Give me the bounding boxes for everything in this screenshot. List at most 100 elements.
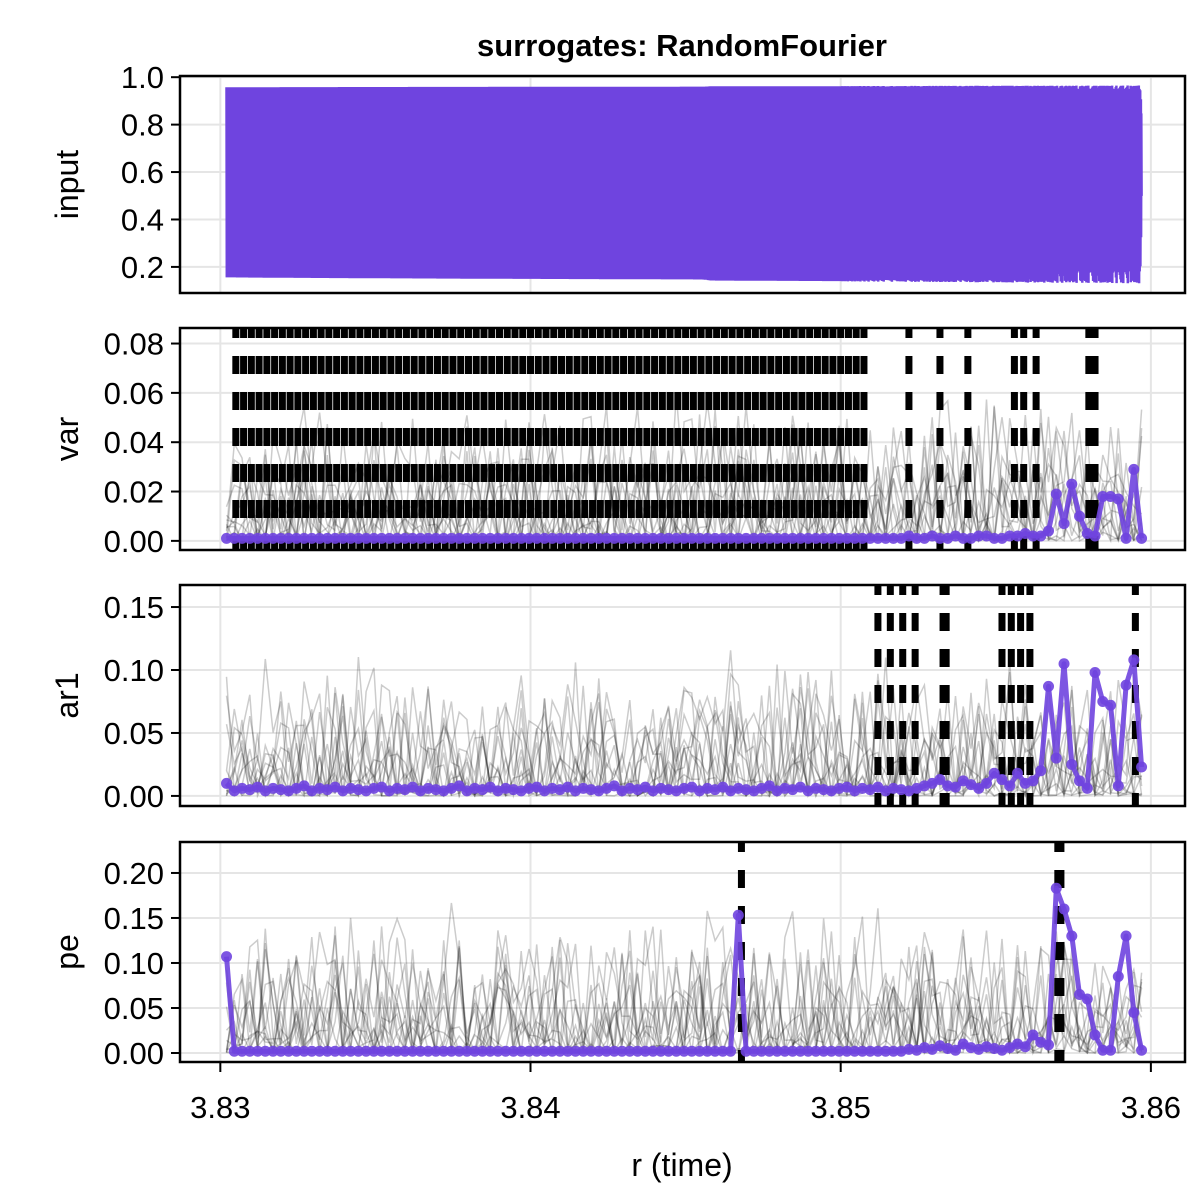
pe-data-point (337, 1045, 349, 1057)
ar1-data-point (973, 782, 985, 794)
pe-data-point (678, 1045, 690, 1057)
pe-data-point (267, 1045, 279, 1057)
pe-data-point (244, 1045, 256, 1057)
pe-data-point (368, 1045, 380, 1057)
var-data-point (794, 532, 806, 544)
pe-data-point (872, 1045, 884, 1057)
var-data-point (1128, 463, 1140, 475)
plot-frame (178, 74, 1187, 295)
pe-data-point (585, 1045, 597, 1057)
var-data-point (779, 532, 791, 544)
var-data-point (221, 532, 233, 544)
ar1-data-point (1136, 761, 1148, 773)
var-data-point (515, 532, 527, 544)
pe-data-point (1120, 930, 1132, 942)
pe-data-point (1019, 1041, 1031, 1053)
var-data-point (756, 532, 768, 544)
var-data-point (500, 532, 512, 544)
var-data-point (228, 532, 240, 544)
chart-title: surrogates: RandomFourier (477, 28, 887, 63)
var-data-point (670, 532, 682, 544)
surrogate-line (226, 417, 1143, 544)
pe-data-point (856, 1045, 868, 1057)
y-tick-label: 0.00 (104, 779, 164, 814)
surrogate-line (225, 672, 1143, 799)
pe-data-point (1112, 970, 1124, 982)
pe-data-point (949, 1044, 961, 1056)
var-data-point (709, 532, 721, 544)
var-data-point (663, 532, 675, 544)
plot-area (225, 85, 1143, 284)
var-data-point (236, 532, 248, 544)
var-data-point (1004, 530, 1016, 542)
pe-data-point (655, 1045, 667, 1057)
ar1-data-point (1120, 679, 1132, 691)
ar1-data-point (949, 781, 961, 793)
var-data-point (647, 532, 659, 544)
var-data-point (453, 532, 465, 544)
y-tick-label: 0.04 (104, 425, 164, 460)
pe-data-point (802, 1045, 814, 1057)
var-data-point (833, 532, 845, 544)
pe-data-point (523, 1045, 535, 1057)
var-data-point (1112, 493, 1124, 505)
var-data-point (577, 532, 589, 544)
pe-data-point (825, 1045, 837, 1057)
pe-data-point (639, 1045, 651, 1057)
ar1-data-point (934, 774, 946, 786)
pe-data-point (476, 1045, 488, 1057)
var-data-point (957, 532, 969, 544)
var-data-point (802, 532, 814, 544)
pe-data-point (298, 1045, 310, 1057)
pe-data-point (531, 1045, 543, 1057)
y-tick-label: 0.6 (121, 155, 164, 190)
surrogate-line (225, 935, 1143, 1055)
ar1-data-point (763, 780, 775, 792)
pe-data-point (841, 1045, 853, 1057)
pe-data-point (283, 1045, 295, 1057)
var-data-point (352, 532, 364, 544)
var-data-point (686, 532, 698, 544)
pe-data-point (818, 1045, 830, 1057)
var-data-point (748, 532, 760, 544)
surrogate-line (225, 916, 1143, 1055)
pe-data-point (290, 1045, 302, 1057)
pe-data-point (275, 1045, 287, 1057)
var-data-point (1058, 518, 1070, 530)
var-data-point (244, 532, 256, 544)
var-data-point (1120, 532, 1132, 544)
pe-data-point (1097, 1044, 1109, 1056)
var-data-point (1097, 490, 1109, 502)
pe-data-point (624, 1045, 636, 1057)
var-data-point (275, 532, 287, 544)
var-data-point (290, 532, 302, 544)
pe-data-point (221, 951, 233, 963)
y-tick-label: 0.06 (104, 376, 164, 411)
pe-data-point (794, 1045, 806, 1057)
var-data-point (283, 532, 295, 544)
var-data-point (321, 532, 333, 544)
plot-frame (178, 583, 1187, 808)
surrogate-line (226, 672, 1142, 799)
var-data-point (771, 532, 783, 544)
var-data-point (399, 532, 411, 544)
ar1-data-point (1012, 767, 1023, 779)
pe-data-point (849, 1045, 861, 1057)
var-data-point (849, 532, 861, 544)
plot-area (221, 842, 1148, 1062)
pe-data-point (763, 1045, 775, 1057)
ar1-data-point (1004, 780, 1016, 792)
var-data-point (701, 532, 713, 544)
pe-data-point (546, 1045, 558, 1057)
pe-data-point (554, 1045, 566, 1057)
var-data-point (1074, 510, 1086, 522)
var-data-point (484, 532, 496, 544)
pe-data-point (732, 909, 744, 921)
pe-data-point (1105, 1044, 1117, 1056)
pe-data-point (1081, 993, 1093, 1005)
y-tick-label: 0.02 (104, 475, 164, 510)
pe-data-point (538, 1045, 550, 1057)
ar1-data-point (298, 780, 310, 792)
pe-data-point (453, 1045, 465, 1057)
ar1-data-point (1027, 775, 1039, 787)
